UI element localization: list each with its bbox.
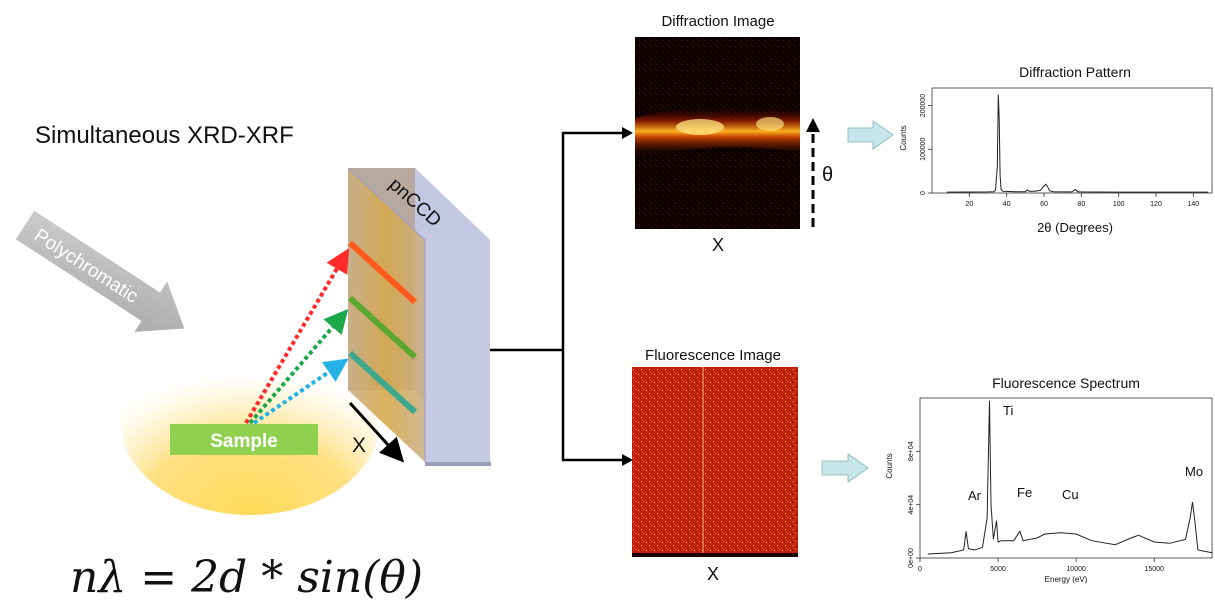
y-tick-label: 200000 — [920, 94, 927, 117]
diffraction-pattern-chart: Diffraction Pattern Counts 2θ (Degrees) … — [899, 64, 1213, 235]
y-tick-label: 4e+04 — [908, 495, 915, 515]
peak-label-mo: Mo — [1185, 464, 1203, 479]
chart-title: Fluorescence Spectrum — [992, 375, 1140, 391]
theta-label: θ — [822, 164, 833, 186]
chart-ylabel: Counts — [899, 125, 908, 150]
x-tick-label: 0 — [918, 566, 922, 573]
x-direction-label: X — [352, 434, 366, 457]
stripe-teal — [347, 350, 418, 415]
diffraction-image-x-label: X — [712, 235, 724, 255]
pnccd-detector: pnCCD — [347, 167, 491, 466]
peak-label-ar: Ar — [968, 488, 982, 503]
x-tick-label: 60 — [1040, 201, 1048, 208]
peak-label-ti: Ti — [1003, 403, 1013, 418]
y-tick-label: 100000 — [920, 137, 927, 160]
x-direction-arrow — [348, 401, 405, 463]
chart-xlabel: 2θ (Degrees) — [1037, 220, 1113, 235]
x-tick-label: 120 — [1150, 201, 1162, 208]
diagram-title: Simultaneous XRD-XRF — [35, 122, 294, 149]
stripe-green — [347, 295, 418, 360]
fluorescence-series-line — [927, 400, 1213, 555]
fluorescence-image-title: Fluorescence Image — [645, 347, 781, 364]
sample-label: Sample — [210, 431, 278, 452]
polychromatic-beam-arrow: Polychromatic — [15, 210, 185, 332]
chart-ylabel: Counts — [885, 453, 894, 478]
chart-title: Diffraction Pattern — [1019, 64, 1131, 80]
plot-frame — [919, 397, 1213, 559]
diffraction-image-title: Diffraction Image — [661, 13, 774, 30]
x-tick-label: 5000 — [990, 566, 1006, 573]
x-tick-label: 20 — [965, 201, 973, 208]
x-tick-label: 100 — [1113, 201, 1125, 208]
x-tick-label: 140 — [1187, 201, 1199, 208]
x-tick-label: 10000 — [1066, 566, 1086, 573]
fluorescence-image-x-label: X — [707, 564, 719, 584]
ray-green — [248, 308, 349, 425]
peak-label-fe: Fe — [1017, 485, 1032, 500]
bragg-formula: nλ = 2d * sin(θ) — [70, 552, 423, 603]
chart-xlabel: Energy (eV) — [1045, 575, 1088, 584]
y-tick-label: 8e+04 — [908, 441, 915, 461]
fluorescence-block-arrow — [821, 453, 869, 483]
y-tick-label: 0e+00 — [908, 548, 915, 568]
fluorescence-image — [632, 367, 798, 557]
plot-frame — [931, 87, 1213, 194]
diffraction-image — [635, 37, 800, 229]
stripe-red — [347, 240, 418, 305]
ray-cyan — [252, 358, 349, 425]
fluorescence-spectrum-chart: Fluorescence Spectrum Counts Energy (eV)… — [885, 375, 1213, 584]
sample-block — [170, 424, 318, 455]
x-tick-label: 80 — [1077, 201, 1085, 208]
x-tick-label: 40 — [1003, 201, 1011, 208]
beam-label: Polychromatic — [30, 225, 142, 308]
x-tick-label: 15000 — [1144, 566, 1164, 573]
diffraction-block-arrow — [847, 120, 894, 150]
diffraction-series-line — [946, 94, 1209, 193]
peak-label-cu: Cu — [1062, 487, 1079, 502]
branch-connector — [490, 131, 625, 462]
ray-red — [244, 248, 350, 425]
y-tick-label: 0 — [920, 191, 927, 195]
